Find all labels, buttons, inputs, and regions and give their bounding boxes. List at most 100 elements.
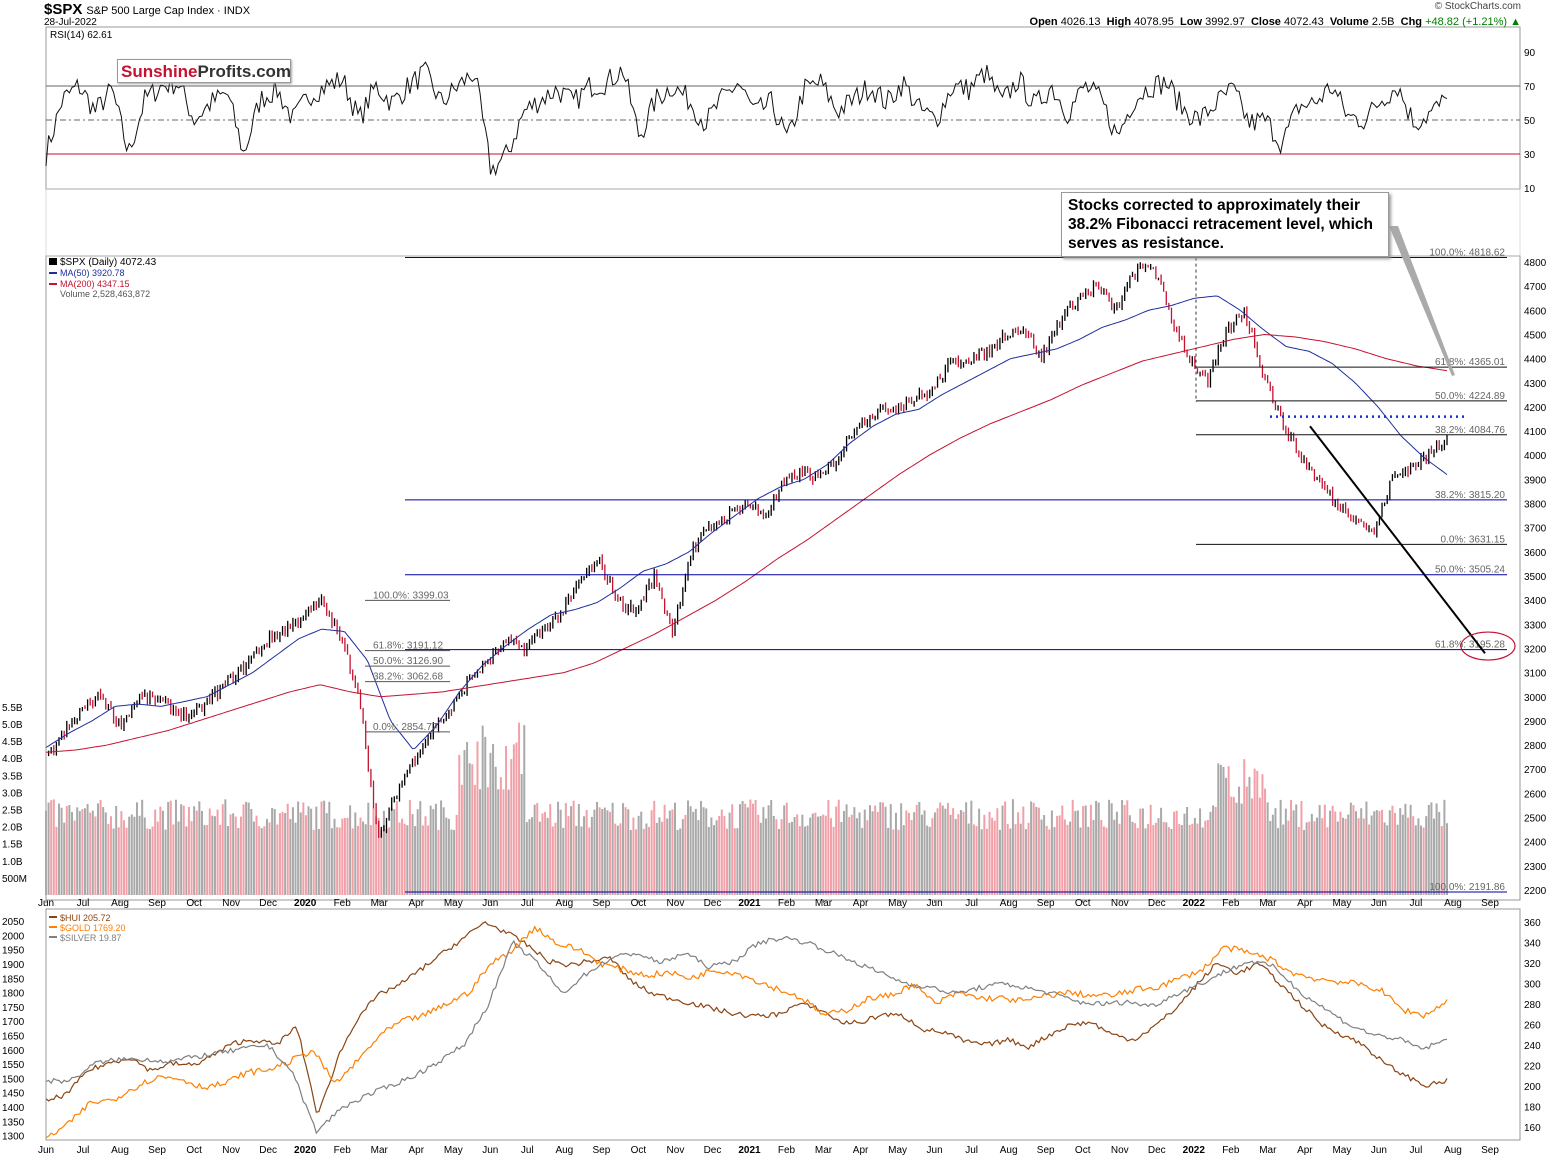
volume-bar bbox=[720, 809, 723, 895]
metals-x-tick-Sep: Sep bbox=[148, 1145, 166, 1156]
volume-bar bbox=[689, 806, 692, 895]
metals-left-tick-1700: 1700 bbox=[2, 1017, 25, 1028]
fib-label: 100.0%: 4818.62 bbox=[1429, 248, 1505, 259]
volume-bar bbox=[343, 818, 346, 895]
volume-bar bbox=[598, 807, 601, 895]
volume-bar bbox=[260, 828, 263, 895]
volume-bar bbox=[398, 822, 401, 895]
volume-bar bbox=[229, 814, 232, 895]
volume-bar bbox=[1417, 818, 1420, 895]
x-tick-Aug: Aug bbox=[111, 898, 129, 909]
volume-bar bbox=[619, 823, 622, 895]
volume-bar bbox=[1433, 818, 1436, 895]
volume-bar bbox=[624, 807, 627, 895]
volume-bar bbox=[200, 810, 203, 895]
metals-x-tick-Jul: Jul bbox=[965, 1145, 978, 1156]
volume-bar bbox=[128, 816, 131, 895]
volume-bar bbox=[728, 812, 731, 895]
volume-bar bbox=[829, 818, 832, 895]
volume-bar bbox=[632, 817, 635, 895]
volume-bar bbox=[1121, 800, 1124, 895]
volume-bar bbox=[764, 818, 767, 895]
metals-right-tick-180: 180 bbox=[1524, 1102, 1541, 1113]
volume-bar bbox=[1407, 817, 1410, 895]
volume-bar bbox=[414, 826, 417, 895]
volume-bar bbox=[1014, 824, 1017, 895]
metals-x-tick-May: May bbox=[888, 1145, 907, 1156]
price-tick-2900: 2900 bbox=[1524, 717, 1547, 728]
volume-bar bbox=[1274, 808, 1277, 895]
volume-bar bbox=[1269, 820, 1272, 895]
volume-bar bbox=[616, 825, 619, 895]
rsi-tick-90: 90 bbox=[1524, 48, 1536, 59]
x-tick-Nov: Nov bbox=[1111, 898, 1129, 909]
x-tick-Apr: Apr bbox=[1297, 898, 1313, 909]
metals-x-tick-Nov: Nov bbox=[1111, 1145, 1129, 1156]
volume-bar bbox=[546, 817, 549, 895]
x-tick-Mar: Mar bbox=[1259, 898, 1277, 909]
volume-bar bbox=[996, 808, 999, 895]
metals-x-tick-Oct: Oct bbox=[1075, 1145, 1091, 1156]
volume-bar bbox=[850, 814, 853, 895]
volume-bar bbox=[637, 815, 640, 895]
volume-bar bbox=[577, 804, 580, 895]
volume-bar bbox=[180, 804, 183, 895]
volume-bar bbox=[650, 810, 653, 895]
metals-x-tick-Jul: Jul bbox=[1410, 1145, 1423, 1156]
volume-bar bbox=[1430, 802, 1433, 895]
volume-bar bbox=[502, 789, 505, 895]
x-tick-Sep: Sep bbox=[1481, 898, 1499, 909]
volume-bar bbox=[554, 822, 557, 895]
volume-bar bbox=[970, 800, 973, 895]
volume-bar bbox=[1378, 811, 1381, 895]
volume-bar bbox=[993, 820, 996, 895]
volume-bar bbox=[427, 825, 430, 895]
volume-tick-4.5B: 4.5B bbox=[2, 737, 23, 748]
volume-bar bbox=[887, 827, 890, 895]
volume-bar bbox=[476, 741, 479, 895]
volume-bar bbox=[583, 816, 586, 895]
metals-x-tick-2020: 2020 bbox=[294, 1145, 317, 1156]
volume-bar bbox=[835, 806, 838, 895]
volume-bar bbox=[1183, 813, 1186, 895]
volume-bar bbox=[593, 809, 596, 895]
volume-bar bbox=[239, 816, 242, 895]
price-tick-3600: 3600 bbox=[1524, 548, 1547, 559]
volume-bar bbox=[86, 803, 89, 895]
volume-bar bbox=[372, 808, 375, 895]
volume-bar bbox=[596, 801, 599, 895]
volume-bar bbox=[52, 799, 55, 895]
volume-bar bbox=[73, 820, 76, 895]
volume-bar bbox=[213, 816, 216, 895]
x-tick-Dec: Dec bbox=[1148, 898, 1166, 909]
volume-bar bbox=[112, 828, 115, 895]
volume-bar bbox=[221, 804, 224, 895]
volume-bar bbox=[317, 828, 320, 895]
price-tick-4700: 4700 bbox=[1524, 282, 1547, 293]
volume-bar bbox=[1144, 828, 1147, 895]
volume-bar bbox=[796, 814, 799, 895]
volume-bar bbox=[362, 821, 365, 895]
volume-bar bbox=[234, 816, 237, 895]
volume-bar bbox=[1043, 815, 1046, 895]
volume-bar bbox=[915, 804, 918, 895]
volume-bar bbox=[278, 813, 281, 895]
volume-bar bbox=[333, 818, 336, 895]
metals-x-tick-Dec: Dec bbox=[259, 1145, 277, 1156]
volume-bar bbox=[1409, 804, 1412, 895]
fib-label: 50.0%: 3505.24 bbox=[1435, 565, 1505, 576]
rsi-lower-frame bbox=[45, 188, 1521, 257]
volume-bar bbox=[775, 819, 778, 895]
volume-bar bbox=[1056, 815, 1059, 895]
volume-bar bbox=[1435, 803, 1438, 895]
volume-bar bbox=[1061, 805, 1064, 895]
volume-bar bbox=[564, 803, 567, 895]
volume-bar bbox=[939, 802, 942, 895]
volume-bar bbox=[868, 805, 871, 895]
x-tick-Jun: Jun bbox=[1371, 898, 1387, 909]
price-tick-3400: 3400 bbox=[1524, 596, 1547, 607]
volume-bar bbox=[65, 806, 68, 895]
volume-bar bbox=[138, 815, 141, 895]
volume-bar bbox=[232, 813, 235, 895]
